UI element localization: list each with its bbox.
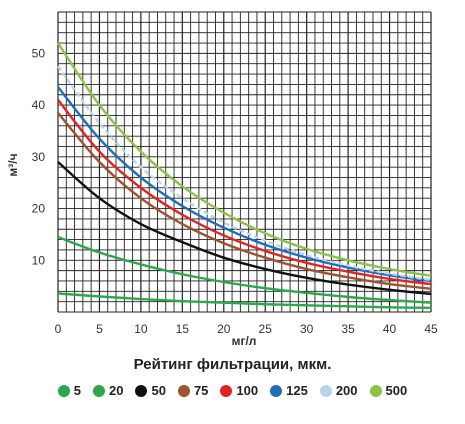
x-tick-label: 10	[134, 322, 148, 336]
legend-dot	[319, 384, 332, 397]
legend: 5 20 50 75 100 125 200 500	[0, 383, 465, 398]
legend-label: 50	[151, 383, 166, 398]
legend-item-50: 50	[135, 383, 166, 398]
legend-item-20: 20	[93, 383, 123, 398]
x-tick-label: 35	[341, 322, 355, 336]
x-tick-label: 20	[217, 322, 231, 336]
legend-dot	[177, 384, 190, 397]
series-line-75	[57, 112, 432, 290]
legend-title: Рейтинг фильтрации, мкм.	[133, 356, 332, 373]
legend-dot	[369, 384, 382, 397]
series-line-100	[57, 99, 432, 286]
y-tick-label: 30	[32, 150, 46, 164]
x-axis-label: мг/л	[232, 334, 257, 348]
x-tick-label: 40	[383, 322, 397, 336]
x-tick-label: 15	[176, 322, 190, 336]
y-tick-label: 40	[32, 98, 46, 112]
y-tick-label: 10	[32, 253, 46, 267]
legend-item-500: 500	[369, 383, 408, 398]
series-line-200	[57, 65, 432, 282]
legend-item-100: 100	[220, 383, 258, 398]
legend-dot	[93, 384, 105, 397]
legend-label: 125	[286, 383, 308, 398]
legend-label: 5	[73, 383, 81, 398]
legend-label: 500	[385, 383, 408, 398]
series-line-5	[57, 292, 432, 310]
legend-label: 100	[236, 383, 259, 398]
series-line-500	[57, 42, 432, 277]
series-line-50	[57, 161, 432, 296]
legend-dot	[135, 384, 148, 397]
legend-dot	[220, 384, 233, 397]
x-tick-label: 45	[424, 322, 438, 336]
x-tick-label: 30	[300, 322, 314, 336]
series-line-125	[57, 86, 432, 283]
legend-dot	[270, 384, 283, 397]
axis-ticks: 0 5 10 15 20 25 30 35 40 45 10 20 30 40 50	[32, 46, 438, 336]
legend-dot	[57, 384, 70, 397]
y-tick-label: 50	[32, 46, 46, 60]
legend-item-200: 200	[319, 383, 358, 398]
y-tick-label: 20	[32, 202, 46, 216]
series-line-20	[57, 235, 432, 304]
chart-svg: 0 5 10 15 20 25 30 35 40 45 10 20 30 40 50 м³/ч мг/л	[6, 11, 438, 348]
x-tick-label: 25	[259, 322, 273, 336]
legend-label: 200	[335, 383, 358, 398]
y-axis-label: м³/ч	[6, 153, 20, 176]
legend-item-75: 75	[177, 383, 209, 398]
legend-label: 20	[109, 383, 124, 398]
x-tick-label: 0	[55, 322, 62, 336]
legend-item-5: 5	[57, 383, 81, 398]
plot-background	[58, 12, 431, 312]
legend-item-125: 125	[270, 383, 308, 398]
grid	[57, 11, 432, 313]
x-tick-label: 5	[96, 322, 103, 336]
legend-label: 75	[193, 383, 209, 398]
series-lines	[57, 42, 432, 310]
